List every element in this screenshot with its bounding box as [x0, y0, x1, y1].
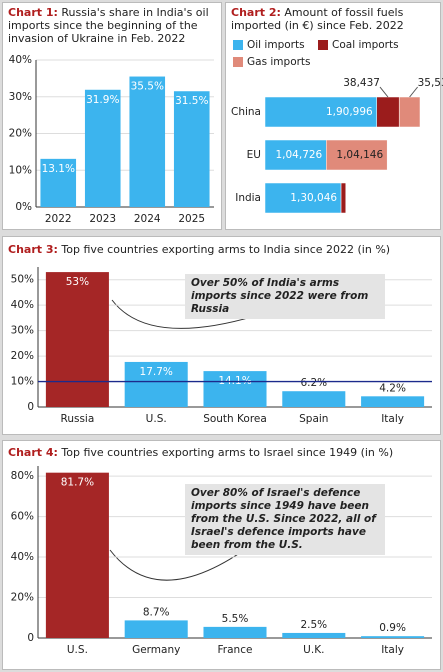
y-tick-label: 20%: [11, 350, 34, 362]
value-label: 5.5%: [222, 613, 249, 625]
value-label: 31.5%: [175, 95, 208, 107]
bar: [124, 620, 188, 638]
title-text: Russia's share in India's oil imports si…: [8, 6, 209, 45]
x-tick-label: South Korea: [203, 413, 267, 425]
x-tick-label: France: [218, 644, 253, 656]
y-tick-label: India: [235, 192, 261, 204]
value-label: 4.2%: [379, 382, 406, 394]
arrow: [111, 299, 269, 329]
chart-title: Chart 1: Russia's share in India's oil i…: [8, 6, 218, 45]
chart-title: Chart 2: Amount of fossil fuels imported…: [231, 6, 436, 32]
legend-label: Coal imports: [332, 39, 399, 51]
x-tick-label: U.K.: [303, 644, 324, 656]
bar: [129, 76, 166, 207]
arrow: [109, 539, 259, 581]
value-label: 13.1%: [42, 163, 75, 175]
value-label: 53%: [66, 276, 89, 288]
bar: [282, 391, 346, 407]
x-tick-label: 2025: [178, 213, 205, 225]
title-text: Amount of fossil fuels imported (in €) s…: [231, 6, 404, 32]
x-tick-label: 2024: [134, 213, 161, 225]
legend-label: Gas imports: [247, 56, 311, 68]
bar-segment: [264, 182, 342, 214]
value-label: 0.9%: [379, 622, 406, 634]
title-prefix: Chart 1:: [8, 6, 58, 19]
y-tick-label: 20%: [11, 592, 34, 604]
y-tick-label: EU: [247, 149, 261, 161]
x-tick-label: U.S.: [146, 413, 167, 425]
title-prefix: Chart 3:: [8, 243, 58, 256]
y-tick-label: 40%: [11, 551, 34, 563]
x-tick-label: Germany: [132, 644, 180, 656]
bar-segment: [326, 139, 388, 171]
leader-line: [379, 86, 389, 98]
y-tick-label: 10%: [11, 376, 34, 388]
bar-segment: [376, 96, 400, 128]
leader-line: [409, 86, 418, 98]
legend-swatch: [233, 40, 243, 50]
value-label: 1,30,046: [290, 192, 337, 204]
x-tick-label: 2022: [45, 213, 72, 225]
value-label: 31.9%: [86, 94, 119, 106]
y-tick-label: China: [231, 106, 261, 118]
bar-segment: [340, 182, 347, 214]
y-tick-label: 0%: [15, 201, 32, 213]
annotation: Over 80% of Israel's defence imports sin…: [185, 484, 385, 555]
chart-title: Chart 3: Top five countries exporting ar…: [8, 243, 438, 256]
title-prefix: Chart 4:: [8, 446, 58, 459]
value-label: 17.7%: [140, 366, 173, 378]
bar: [173, 91, 210, 207]
bar-segment: [398, 96, 421, 128]
x-tick-label: Russia: [61, 413, 95, 425]
bar: [203, 371, 267, 407]
y-tick-label: 60%: [11, 511, 34, 523]
value-label: 6.2%: [300, 377, 327, 389]
bar: [45, 272, 109, 407]
title-text: Top five countries exporting arms to Ind…: [61, 243, 391, 256]
bar: [361, 396, 425, 407]
bar: [40, 158, 77, 207]
value-label: 2.5%: [300, 619, 327, 631]
x-tick-label: 2023: [89, 213, 116, 225]
y-tick-label: 0: [27, 632, 34, 644]
y-tick-label: 40%: [9, 54, 32, 66]
legend-label: Oil imports: [247, 39, 305, 51]
y-tick-label: 10%: [9, 164, 32, 176]
legend-swatch: [233, 57, 243, 67]
value-label: 81.7%: [61, 477, 94, 489]
x-tick-label: U.S.: [67, 644, 88, 656]
title-prefix: Chart 2:: [231, 6, 281, 19]
chart-title: Chart 4: Top five countries exporting ar…: [8, 446, 438, 459]
value-label: 8.7%: [143, 606, 170, 618]
x-tick-label: Italy: [381, 413, 404, 425]
y-tick-label: 30%: [11, 325, 34, 337]
bar: [45, 472, 109, 638]
title-text: Top five countries exporting arms to Isr…: [61, 446, 394, 459]
value-label: 1,90,996: [326, 106, 373, 118]
y-tick-label: 40%: [11, 299, 34, 311]
legend-swatch: [318, 40, 328, 50]
x-tick-label: Italy: [381, 644, 404, 656]
bar: [124, 361, 188, 407]
bar: [361, 636, 425, 638]
y-tick-label: 20%: [9, 128, 32, 140]
y-tick-label: 50%: [11, 274, 34, 286]
bar-segment: [264, 139, 327, 171]
bar-segment: [264, 96, 377, 128]
bar: [84, 89, 121, 207]
y-tick-label: 0: [27, 401, 34, 413]
y-tick-label: 80%: [11, 470, 34, 482]
y-tick-label: 30%: [9, 91, 32, 103]
bar: [282, 632, 346, 638]
bar: [203, 626, 267, 638]
value-label: 38,437: [343, 77, 380, 89]
annotation: Over 50% of India's arms imports since 2…: [185, 274, 385, 319]
value-label: 1,04,146: [336, 149, 383, 161]
value-label: 1,04,726: [275, 149, 322, 161]
x-tick-label: Spain: [299, 413, 328, 425]
value-label: 35,538: [418, 77, 443, 89]
value-label: 35.5%: [131, 81, 164, 93]
